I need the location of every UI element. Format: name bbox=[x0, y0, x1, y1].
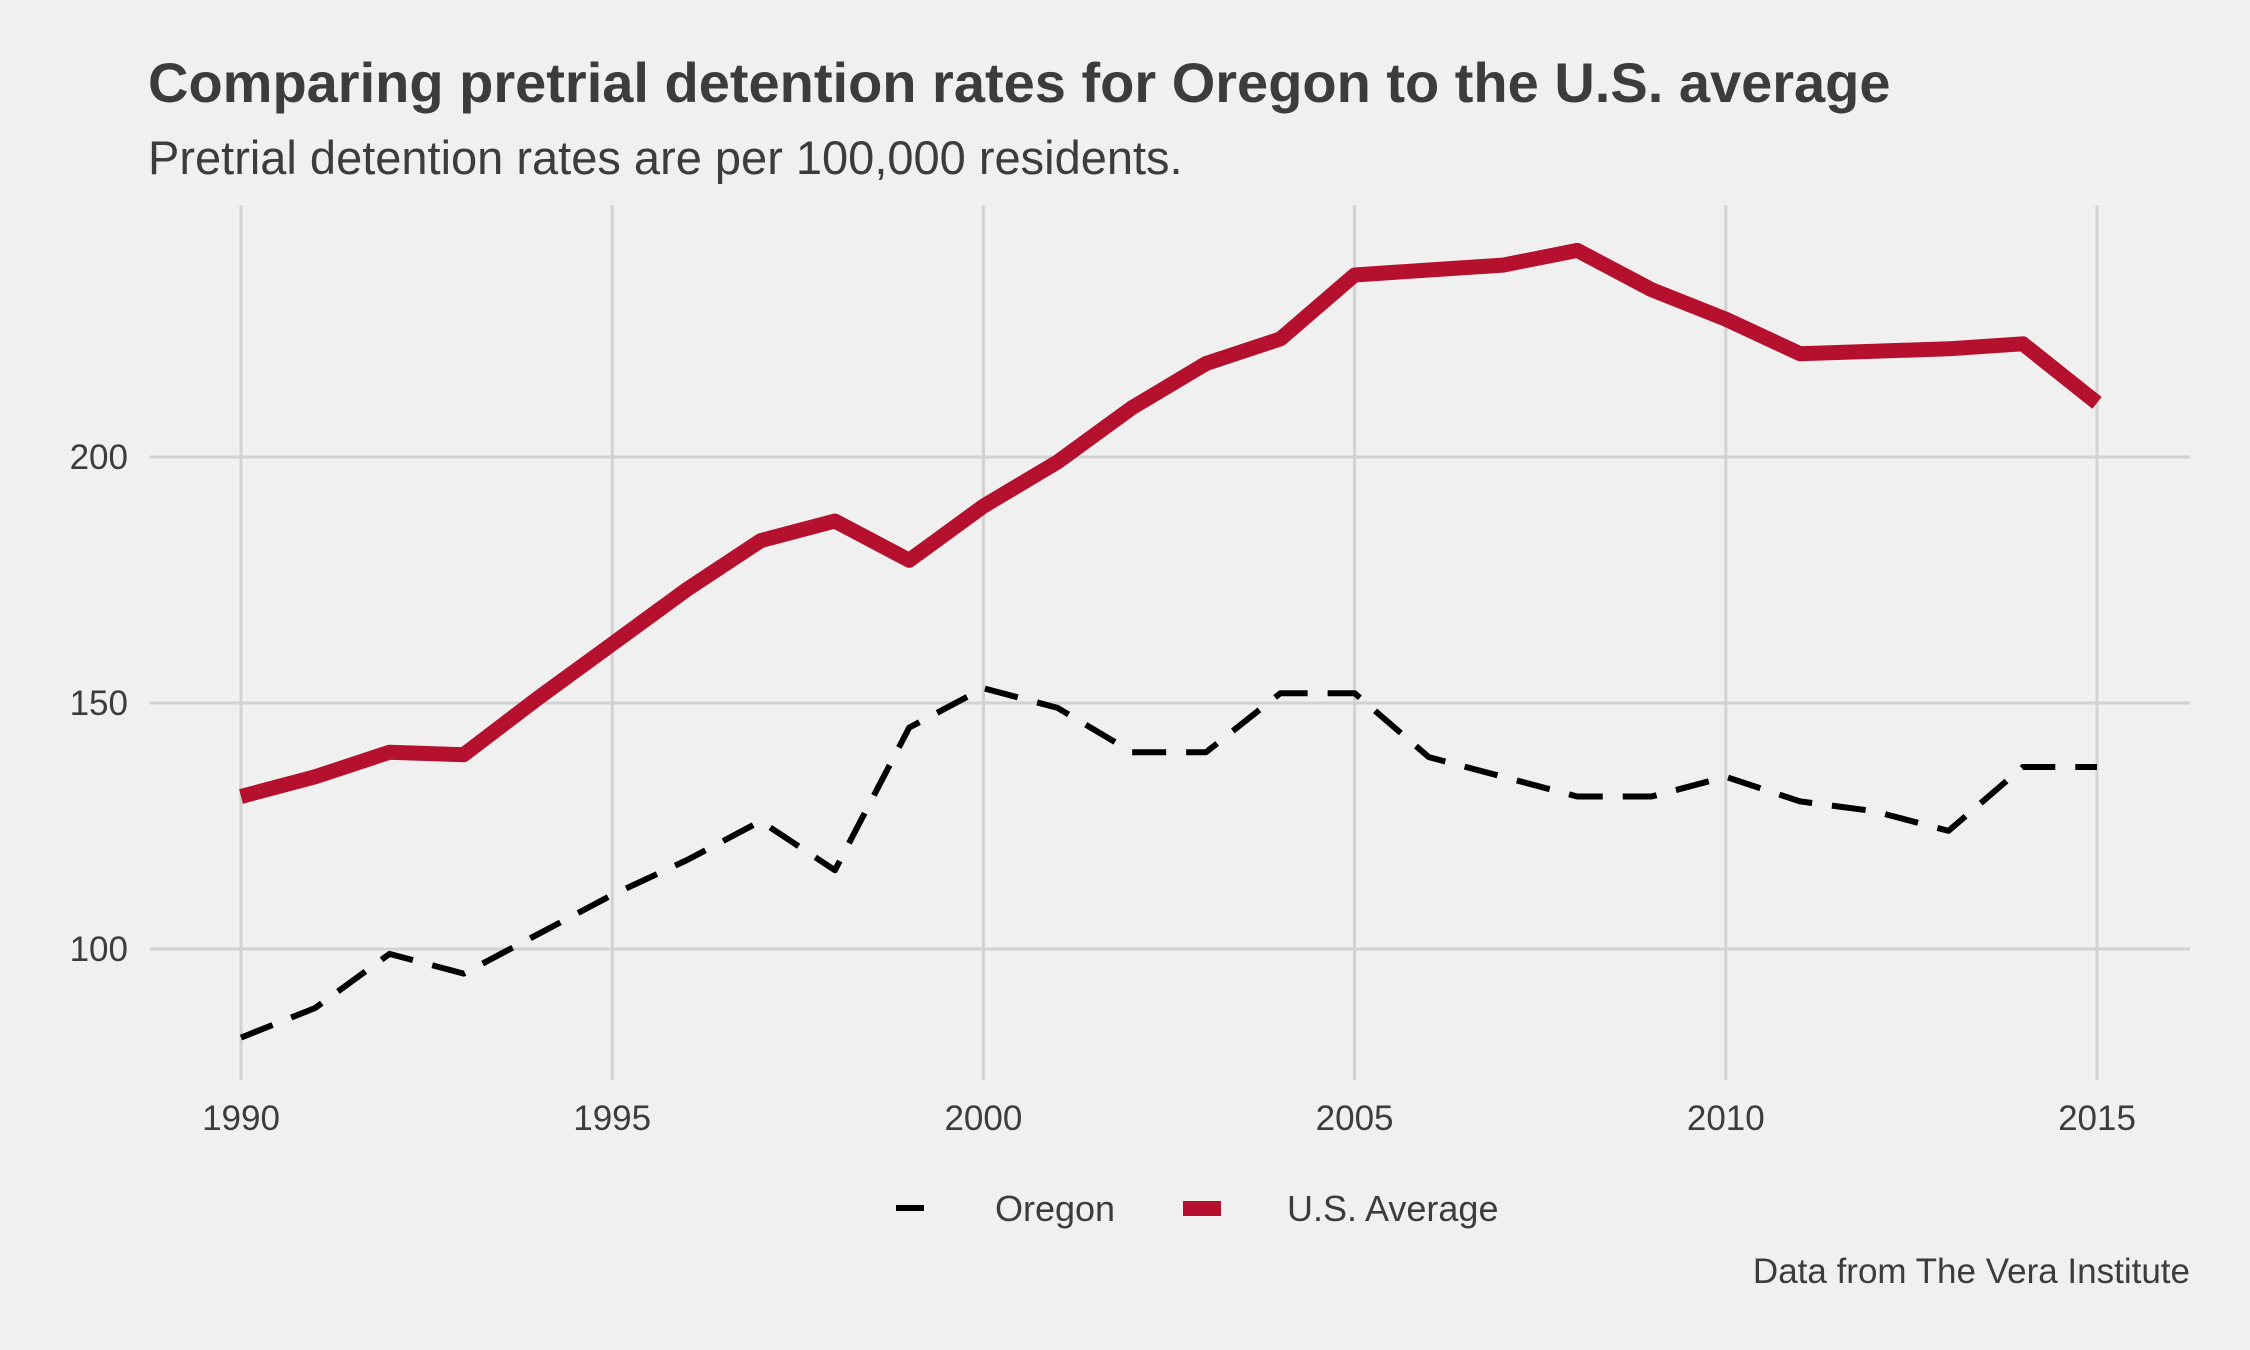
chart-title: Comparing pretrial detention rates for O… bbox=[148, 51, 1891, 114]
legend-label: U.S. Average bbox=[1287, 1188, 1498, 1229]
y-tick-label: 100 bbox=[70, 930, 128, 969]
series-line-u-s-average bbox=[239, 242, 2102, 804]
legend-key-us-average bbox=[1183, 1201, 1221, 1216]
legend-label: Oregon bbox=[995, 1188, 1115, 1229]
x-tick-label: 2005 bbox=[1316, 1099, 1394, 1138]
y-tick-label: 200 bbox=[70, 438, 128, 477]
x-tick-label: 2015 bbox=[2058, 1099, 2136, 1138]
chart-subtitle: Pretrial detention rates are per 100,000… bbox=[148, 131, 1183, 184]
series-line-oregon bbox=[239, 685, 2097, 1041]
grid-layer bbox=[150, 205, 2190, 1080]
legend: Oregon U.S. Average bbox=[896, 1188, 1498, 1229]
x-tick-label: 1995 bbox=[573, 1099, 651, 1138]
x-tick-label: 2010 bbox=[1687, 1099, 1765, 1138]
tick-label-layer: 1990 1995 2000 2005 2010 2015 100 150 200 bbox=[70, 438, 2136, 1138]
chart-caption: Data from The Vera Institute bbox=[1753, 1252, 2190, 1291]
series-layer bbox=[239, 242, 2102, 1041]
x-tick-label: 2000 bbox=[944, 1099, 1022, 1138]
y-tick-label: 150 bbox=[70, 684, 128, 723]
x-tick-label: 1990 bbox=[202, 1099, 280, 1138]
